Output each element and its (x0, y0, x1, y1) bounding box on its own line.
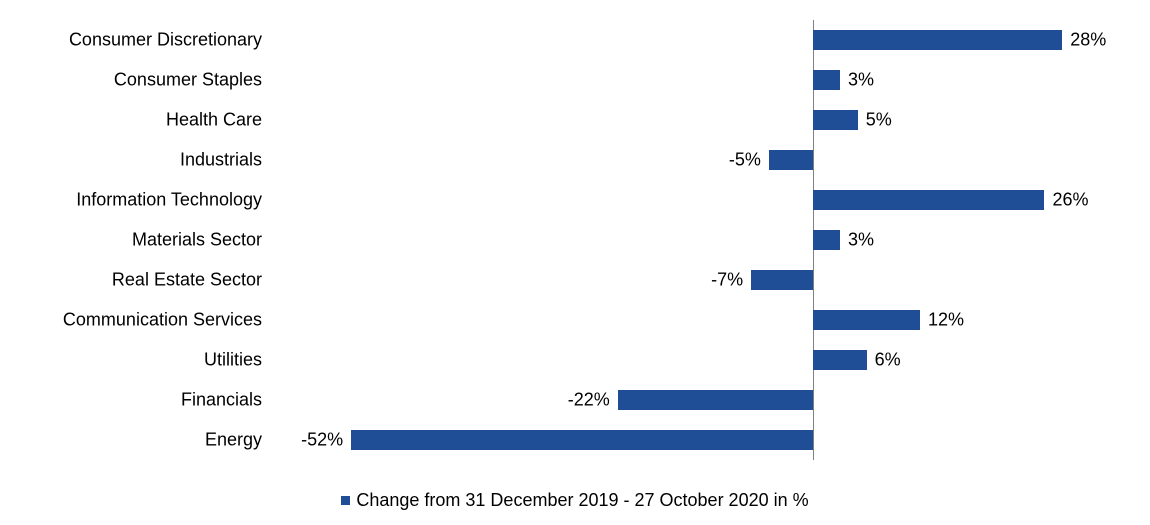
category-label: Information Technology (0, 180, 262, 220)
legend-marker (341, 496, 350, 505)
value-label: 26% (1052, 190, 1088, 211)
category-label: Consumer Staples (0, 60, 262, 100)
bar (769, 150, 813, 170)
category-label: Materials Sector (0, 220, 262, 260)
category-label: Real Estate Sector (0, 260, 262, 300)
category-label: Utilities (0, 340, 262, 380)
bar (813, 350, 866, 370)
category-label: Consumer Discretionary (0, 20, 262, 60)
bar-row: Energy-52% (280, 420, 1080, 460)
value-label: 28% (1070, 30, 1106, 51)
plot-area: Consumer Discretionary28%Consumer Staple… (280, 20, 1080, 460)
category-label-text: Industrials (180, 150, 262, 171)
bar-row: Utilities6% (280, 340, 1080, 380)
bar-row: Industrials-5% (280, 140, 1080, 180)
value-label: 3% (848, 230, 874, 251)
category-label: Health Care (0, 100, 262, 140)
bar (813, 310, 920, 330)
category-label-text: Health Care (166, 110, 262, 131)
bar-row: Materials Sector3% (280, 220, 1080, 260)
category-label-text: Consumer Discretionary (69, 30, 262, 51)
legend: Change from 31 December 2019 - 27 Octobe… (0, 490, 1150, 511)
bar-row: Communication Services12% (280, 300, 1080, 340)
bar-row: Financials-22% (280, 380, 1080, 420)
value-label: -22% (568, 390, 610, 411)
category-label-text: Consumer Staples (114, 70, 262, 91)
value-label: -7% (711, 270, 743, 291)
bar-row: Consumer Staples3% (280, 60, 1080, 100)
value-label: 6% (875, 350, 901, 371)
category-label: Industrials (0, 140, 262, 180)
bar-row: Real Estate Sector-7% (280, 260, 1080, 300)
category-label-text: Communication Services (63, 310, 262, 331)
bar (751, 270, 813, 290)
bar-row: Health Care5% (280, 100, 1080, 140)
bar (618, 390, 814, 410)
sector-change-bar-chart: Consumer Discretionary28%Consumer Staple… (0, 0, 1150, 525)
bar-row: Information Technology26% (280, 180, 1080, 220)
category-label-text: Energy (205, 430, 262, 451)
bar (351, 430, 813, 450)
bar (813, 190, 1044, 210)
legend-text: Change from 31 December 2019 - 27 Octobe… (356, 490, 808, 510)
bar-row: Consumer Discretionary28% (280, 20, 1080, 60)
bar (813, 230, 840, 250)
bar (813, 30, 1062, 50)
value-label: 3% (848, 70, 874, 91)
value-label: 5% (866, 110, 892, 131)
bar (813, 110, 857, 130)
bar (813, 70, 840, 90)
category-label-text: Financials (181, 390, 262, 411)
category-label: Energy (0, 420, 262, 460)
category-label-text: Real Estate Sector (112, 270, 262, 291)
category-label-text: Utilities (204, 350, 262, 371)
value-label: -52% (301, 430, 343, 451)
category-label-text: Information Technology (76, 190, 262, 211)
category-label-text: Materials Sector (132, 230, 262, 251)
category-label: Financials (0, 380, 262, 420)
value-label: 12% (928, 310, 964, 331)
value-label: -5% (729, 150, 761, 171)
category-label: Communication Services (0, 300, 262, 340)
